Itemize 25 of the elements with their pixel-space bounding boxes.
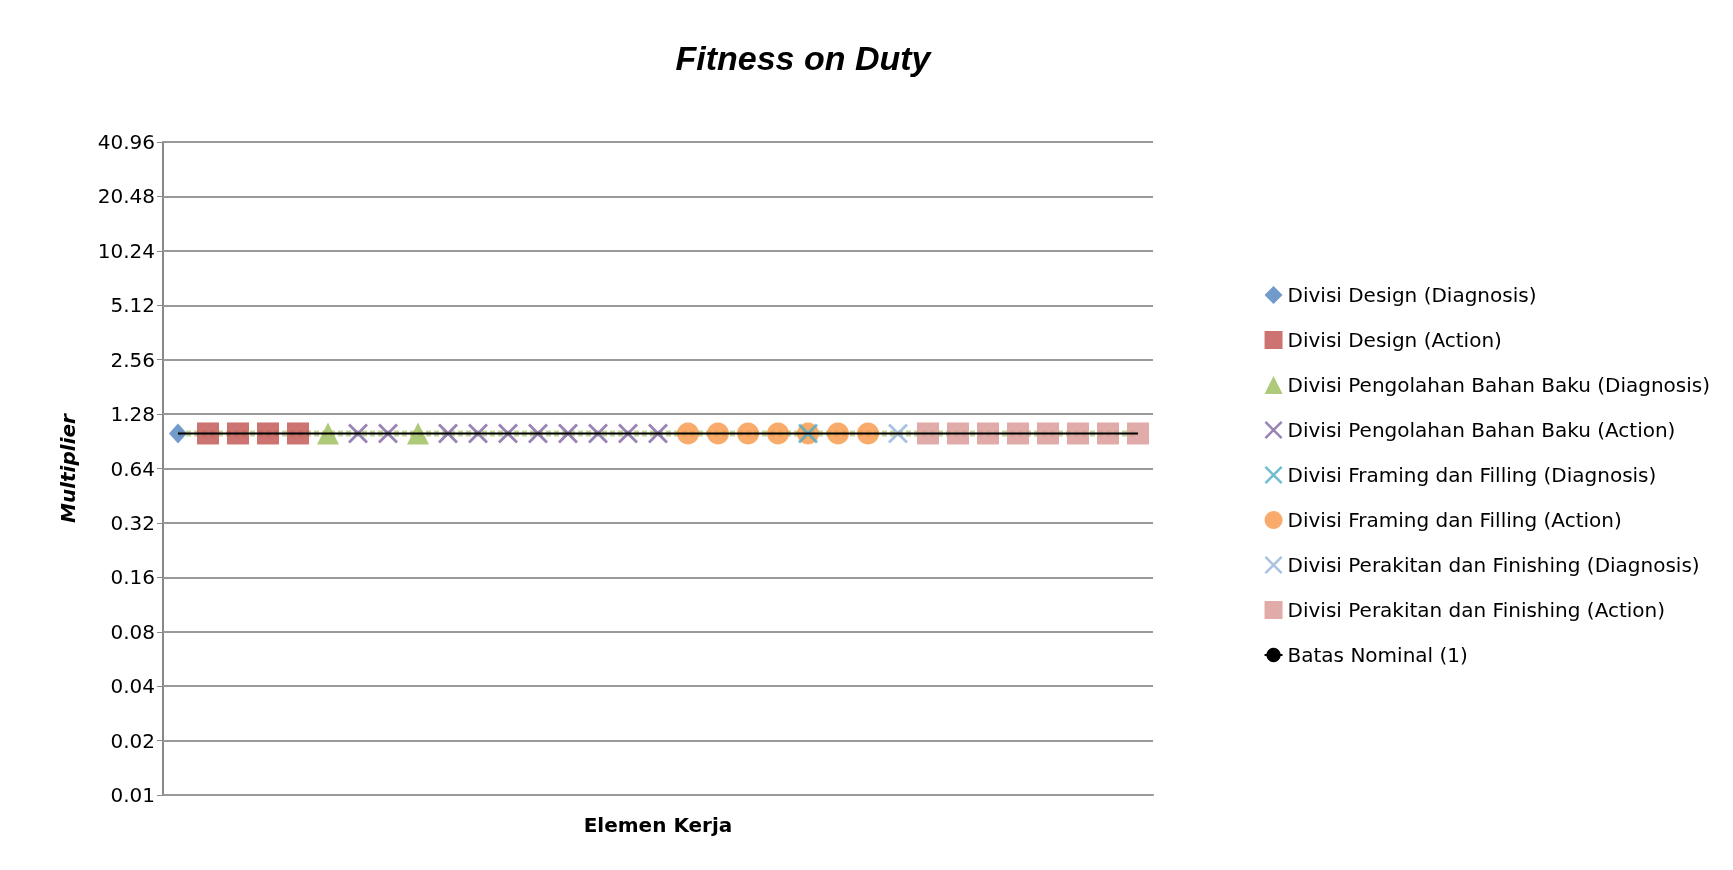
legend-label: Divisi Framing dan Filling (Action) [1287, 508, 1622, 532]
y-tick-label: 10.24 [97, 238, 155, 263]
y-tick-label: 0.04 [110, 674, 155, 699]
legend-label: Divisi Pengolahan Bahan Baku (Diagnosis) [1287, 373, 1711, 397]
legend-label: Divisi Perakitan dan Finishing (Action) [1287, 598, 1666, 622]
y-tick-label: 40.96 [97, 130, 155, 154]
y-tick-label: 0.08 [110, 619, 155, 644]
legend-label: Divisi Perakitan dan Finishing (Diagnosis) [1287, 553, 1700, 577]
y-axis-title: Multiplier [56, 412, 80, 523]
y-tick-label: 5.12 [110, 293, 155, 318]
y-tick-label: 1.28 [110, 402, 155, 427]
y-tick-label: 20.48 [97, 184, 155, 209]
legend-label: Divisi Pengolahan Bahan Baku (Action) [1287, 418, 1676, 442]
legend-label: Divisi Framing dan Filling (Diagnosis) [1287, 463, 1657, 487]
y-tick-label: 0.64 [110, 456, 155, 481]
y-tick-label: 0.02 [110, 728, 155, 753]
y-tick-label: 0.32 [110, 510, 155, 535]
chart-title: Fitness on Duty [675, 39, 933, 77]
x-axis-title: Elemen Kerja [583, 813, 733, 837]
y-tick-label: 0.01 [110, 783, 155, 807]
y-tick-label: 2.56 [110, 347, 155, 372]
legend-label: Batas Nominal (1) [1287, 643, 1468, 667]
legend-label: Divisi Design (Diagnosis) [1287, 283, 1537, 307]
y-tick-label: 0.16 [110, 565, 155, 590]
legend-label: Divisi Design (Action) [1287, 328, 1502, 352]
